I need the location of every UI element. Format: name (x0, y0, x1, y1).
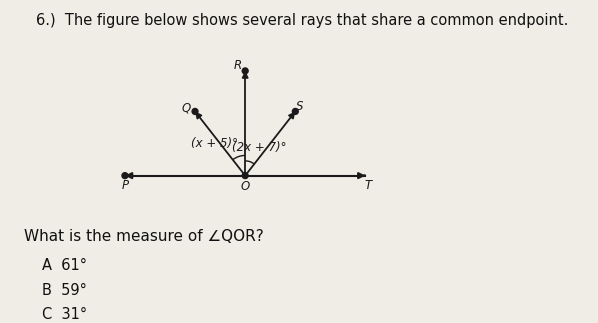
Text: C  31°: C 31° (42, 307, 87, 322)
Text: (x + 5)°: (x + 5)° (191, 137, 237, 150)
Text: Q: Q (181, 101, 190, 114)
Text: A  61°: A 61° (42, 258, 87, 273)
Circle shape (292, 109, 298, 114)
Circle shape (192, 109, 198, 114)
Text: T: T (365, 179, 372, 192)
Text: R: R (234, 59, 242, 72)
Text: What is the measure of ∠QOR?: What is the measure of ∠QOR? (24, 229, 264, 244)
Circle shape (242, 68, 248, 74)
Text: B  59°: B 59° (42, 283, 87, 297)
Text: O: O (240, 180, 250, 193)
Text: S: S (296, 99, 304, 112)
Circle shape (242, 173, 248, 179)
Circle shape (122, 173, 128, 179)
Text: (2x + 7)°: (2x + 7)° (232, 141, 286, 154)
Text: P: P (121, 179, 129, 192)
Text: 6.)  The figure below shows several rays that share a common endpoint.: 6.) The figure below shows several rays … (36, 13, 568, 28)
